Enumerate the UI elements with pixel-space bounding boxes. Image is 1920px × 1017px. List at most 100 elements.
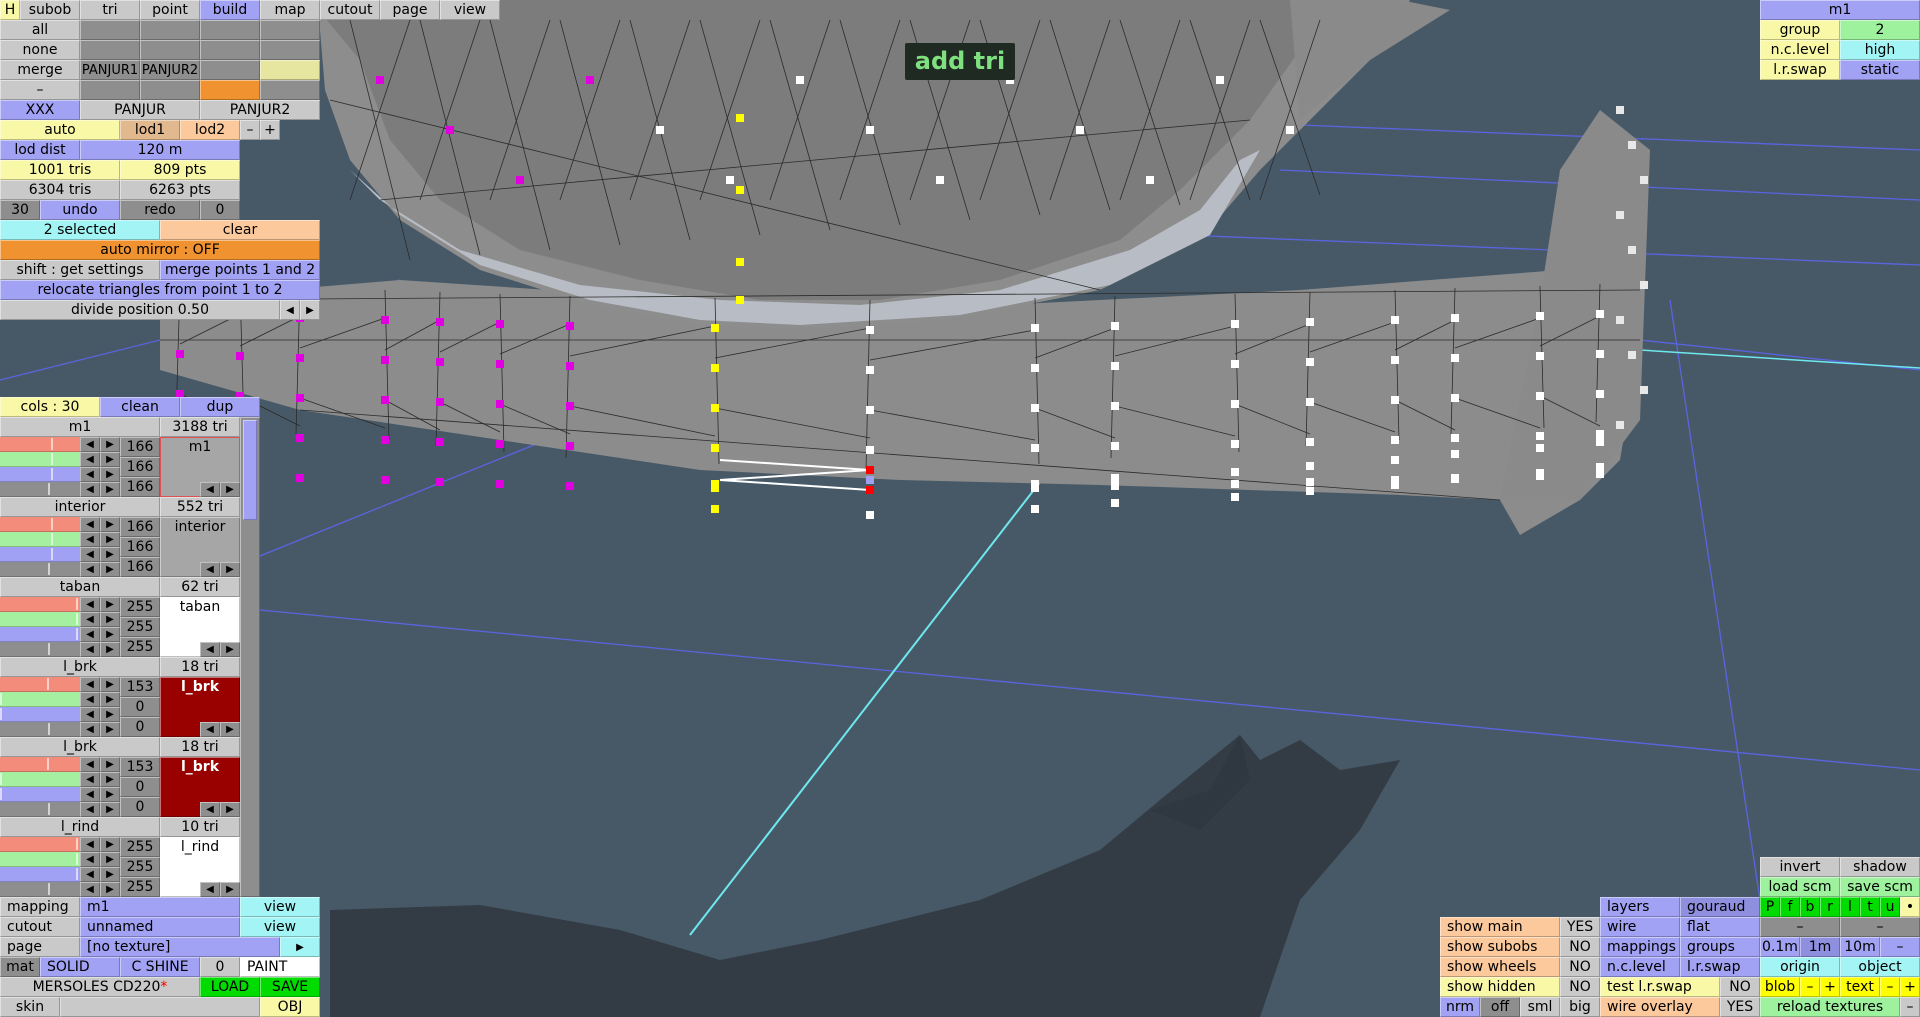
slider-right-arrow[interactable]: ▶ (100, 802, 120, 817)
slider-left-arrow[interactable]: ◀ (80, 612, 100, 627)
normals-off-button[interactable]: off (1480, 997, 1520, 1017)
blue-slider[interactable] (0, 787, 80, 802)
slider-left-arrow[interactable]: ◀ (80, 547, 100, 562)
slider-handle[interactable] (48, 483, 51, 495)
subob-cell[interactable] (260, 80, 320, 100)
show-subobs-toggle[interactable]: NO (1560, 937, 1600, 957)
group-value[interactable]: 2 (1840, 20, 1920, 40)
slider-handle[interactable] (0, 773, 2, 785)
color-value[interactable]: 255 (120, 857, 160, 877)
red-slider[interactable] (0, 677, 80, 692)
subob-row-1[interactable]: none (0, 40, 80, 60)
slider-left-arrow[interactable]: ◀ (80, 642, 100, 657)
slider-right-arrow[interactable]: ▶ (100, 597, 120, 612)
wire-overlay-toggle[interactable]: YES (1720, 997, 1760, 1017)
slider-right-arrow[interactable]: ▶ (100, 677, 120, 692)
color-value[interactable]: 0 (120, 697, 160, 717)
save-scm-button[interactable]: save scm (1840, 877, 1920, 897)
group-xxx[interactable]: XXX (0, 100, 80, 120)
slider-left-arrow[interactable]: ◀ (80, 597, 100, 612)
subob-cell[interactable]: PANJUR1 (80, 60, 140, 80)
slider-left-arrow[interactable]: ◀ (80, 482, 100, 497)
swatch-left-arrow[interactable]: ◀ (200, 642, 220, 657)
slider-left-arrow[interactable]: ◀ (80, 867, 100, 882)
swatch-right-arrow[interactable]: ▶ (220, 562, 240, 577)
slider-handle[interactable] (76, 853, 78, 865)
shine-slider[interactable] (0, 642, 80, 657)
slider-handle[interactable] (48, 883, 51, 895)
slider-right-arrow[interactable]: ▶ (100, 707, 120, 722)
reload-textures-button[interactable]: reload textures (1760, 997, 1900, 1017)
swatch-right-arrow[interactable]: ▶ (220, 802, 240, 817)
color-value[interactable]: 255 (120, 877, 160, 897)
help-button[interactable]: H (0, 0, 20, 20)
subob-cell[interactable] (140, 20, 200, 40)
slider-left-arrow[interactable]: ◀ (80, 692, 100, 707)
grid-0-button[interactable]: 0.1m (1760, 937, 1800, 957)
lod-auto-button[interactable]: auto (0, 120, 120, 140)
slider-handle[interactable] (48, 563, 51, 575)
grid-3-button[interactable]: – (1880, 937, 1920, 957)
slider-right-arrow[interactable]: ▶ (100, 467, 120, 482)
flat-button[interactable]: flat (1680, 917, 1760, 937)
lod-plus-button[interactable]: + (260, 120, 280, 140)
color-value[interactable]: 166 (120, 437, 160, 457)
swatch-right-arrow[interactable]: ▶ (220, 642, 240, 657)
slider-left-arrow[interactable]: ◀ (80, 787, 100, 802)
lod-dist-value[interactable]: 120 m (80, 140, 240, 160)
slider-handle[interactable] (48, 803, 51, 815)
swatch-right-arrow[interactable]: ▶ (220, 882, 240, 897)
green-slider[interactable] (0, 772, 80, 787)
slider-right-arrow[interactable]: ▶ (100, 882, 120, 897)
blue-slider[interactable] (0, 867, 80, 882)
material-name[interactable]: l_rind (0, 817, 160, 837)
wire-button[interactable]: wire (1600, 917, 1680, 937)
slider-handle[interactable] (0, 708, 2, 720)
swatch-left-arrow[interactable]: ◀ (200, 722, 220, 737)
slider-right-arrow[interactable]: ▶ (100, 562, 120, 577)
red-slider[interactable] (0, 757, 80, 772)
blob-minus-button[interactable]: – (1800, 977, 1820, 997)
slider-left-arrow[interactable]: ◀ (80, 757, 100, 772)
subob-cell[interactable] (80, 40, 140, 60)
blank-button[interactable]: – (1760, 917, 1840, 937)
material-name[interactable]: taban (0, 577, 160, 597)
subob-cell[interactable]: PANJUR2 (140, 60, 200, 80)
lod2-button[interactable]: lod2 (180, 120, 240, 140)
color-value[interactable]: 166 (120, 457, 160, 477)
view-f-button[interactable]: f (1780, 897, 1800, 917)
red-slider[interactable] (0, 837, 80, 852)
swatch-right-arrow[interactable]: ▶ (220, 722, 240, 737)
slider-handle[interactable] (46, 678, 49, 690)
swatch-left-arrow[interactable]: ◀ (200, 882, 220, 897)
blue-slider[interactable] (0, 627, 80, 642)
slider-right-arrow[interactable]: ▶ (100, 627, 120, 642)
reload-minus-button[interactable]: – (1900, 997, 1920, 1017)
swatch-left-arrow[interactable]: ◀ (200, 802, 220, 817)
tab-view[interactable]: view (440, 0, 500, 20)
slider-handle[interactable] (48, 643, 51, 655)
swatch-left-arrow[interactable]: ◀ (200, 482, 220, 497)
layers-button[interactable]: layers (1600, 897, 1680, 917)
slider-right-arrow[interactable]: ▶ (100, 642, 120, 657)
text-minus-button[interactable]: – (1880, 977, 1900, 997)
load-scm-button[interactable]: load scm (1760, 877, 1840, 897)
slider-handle[interactable] (0, 693, 2, 705)
slider-right-arrow[interactable]: ▶ (100, 517, 120, 532)
text-plus-button[interactable]: + (1900, 977, 1920, 997)
group-panjur[interactable]: PANJUR (80, 100, 200, 120)
merge-points-button[interactable]: merge points 1 and 2 (160, 260, 320, 280)
slider-handle[interactable] (50, 533, 53, 545)
groups-button[interactable]: groups (1680, 937, 1760, 957)
slider-right-arrow[interactable]: ▶ (100, 772, 120, 787)
lr-swap-view-button[interactable]: l.r.swap (1680, 957, 1760, 977)
slider-left-arrow[interactable]: ◀ (80, 802, 100, 817)
slider-right-arrow[interactable]: ▶ (100, 532, 120, 547)
slider-right-arrow[interactable]: ▶ (100, 482, 120, 497)
object-button[interactable]: object (1840, 957, 1920, 977)
tab-subob[interactable]: subob (20, 0, 80, 20)
green-slider[interactable] (0, 612, 80, 627)
shine-slider[interactable] (0, 562, 80, 577)
blue-slider[interactable] (0, 547, 80, 562)
view-•-button[interactable]: • (1900, 897, 1920, 917)
